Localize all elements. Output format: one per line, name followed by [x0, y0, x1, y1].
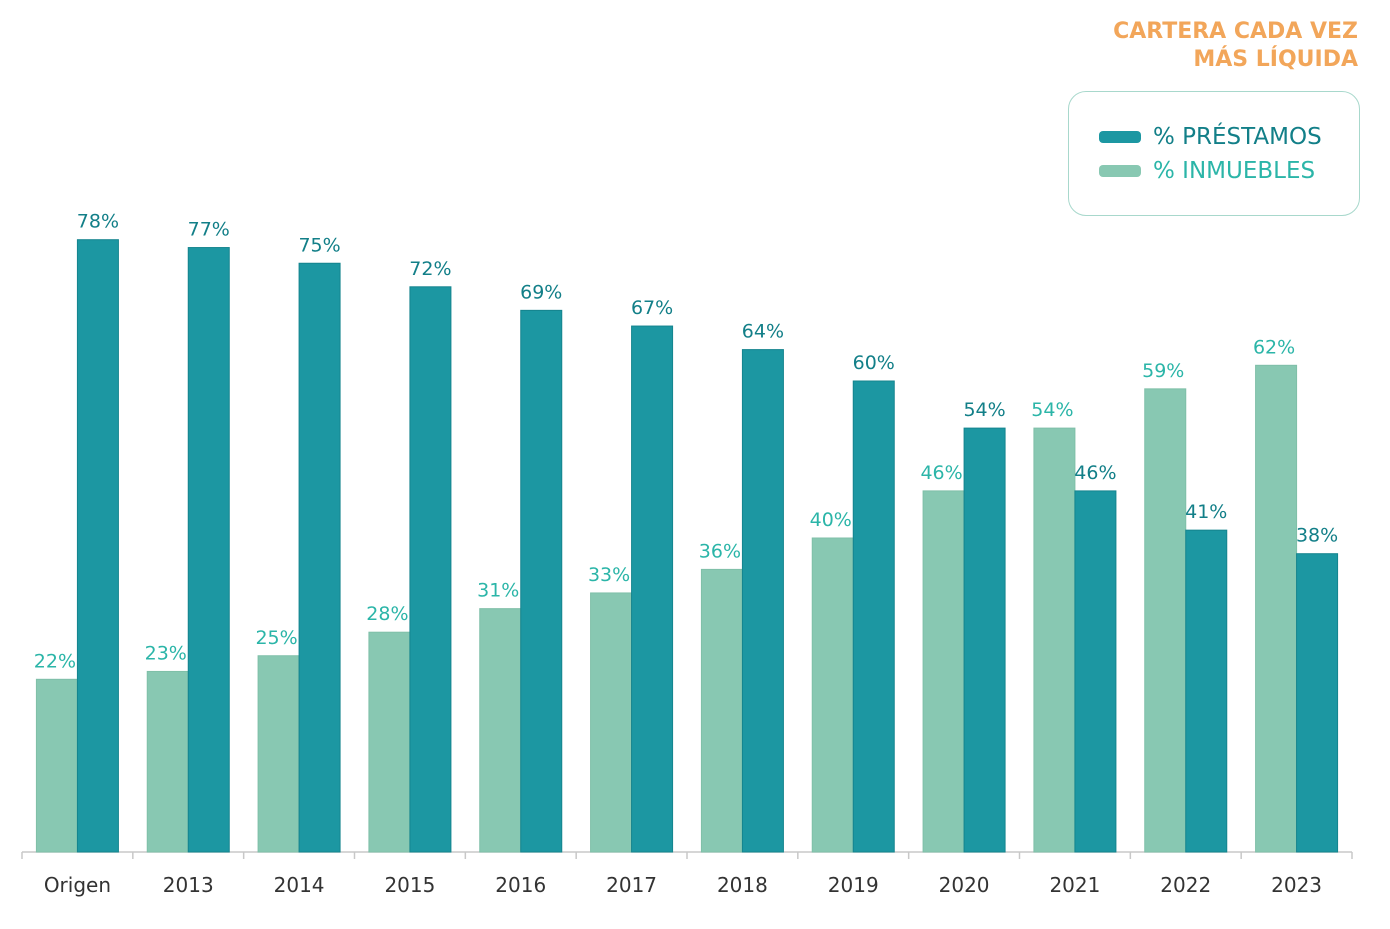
bar-prestamos-2014: [298, 262, 341, 853]
data-label-inmuebles-2014: 25%: [255, 627, 297, 649]
x-tick-label-2022: 2022: [1160, 873, 1211, 897]
x-tick-label-2023: 2023: [1271, 873, 1322, 897]
bar-prestamos-2017: [631, 325, 674, 853]
x-tick-label-2015: 2015: [384, 873, 435, 897]
bar-prestamos-origen: [76, 239, 119, 853]
bar-prestamos-2022: [1185, 529, 1228, 853]
data-label-inmuebles-2016: 31%: [477, 580, 519, 602]
bar-inmuebles-2014: [257, 655, 300, 853]
bar-inmuebles-2020: [922, 490, 965, 853]
data-label-inmuebles-2015: 28%: [366, 603, 408, 625]
data-label-inmuebles-2019: 40%: [810, 509, 852, 531]
x-tick-label-2017: 2017: [606, 873, 657, 897]
data-label-prestamos-2015: 72%: [409, 258, 451, 280]
data-label-inmuebles-2018: 36%: [699, 540, 741, 562]
data-label-inmuebles-origen: 22%: [34, 650, 76, 672]
legend-swatch-inmuebles: [1099, 165, 1141, 177]
legend-item-inmuebles: % INMUEBLES: [1099, 158, 1315, 184]
data-label-inmuebles-2022: 59%: [1142, 360, 1184, 382]
data-label-prestamos-2018: 64%: [742, 321, 784, 343]
bar-prestamos-2020: [963, 427, 1006, 853]
bar-prestamos-2019: [852, 380, 895, 853]
chart-title-line-2: MÁS LÍQUIDA: [1193, 47, 1358, 72]
x-tick-label-origen: Origen: [44, 873, 111, 897]
data-label-prestamos-2014: 75%: [298, 234, 340, 256]
data-label-prestamos-2019: 60%: [853, 352, 895, 374]
x-tick-label-2018: 2018: [717, 873, 768, 897]
data-label-prestamos-origen: 78%: [77, 211, 119, 233]
x-tick-label-2013: 2013: [163, 873, 214, 897]
data-label-inmuebles-2013: 23%: [145, 642, 187, 664]
data-label-prestamos-2017: 67%: [631, 297, 673, 319]
bar-inmuebles-2019: [811, 537, 854, 853]
data-label-prestamos-2013: 77%: [188, 219, 230, 241]
chart-title-line-1: CARTERA CADA VEZ: [1113, 19, 1358, 44]
x-tick-label-2014: 2014: [274, 873, 325, 897]
legend-swatch-prestamos: [1099, 131, 1141, 143]
legend-label-inmuebles: % INMUEBLES: [1153, 158, 1316, 184]
bar-prestamos-2013: [187, 247, 230, 853]
bar-inmuebles-2018: [700, 568, 743, 853]
data-label-inmuebles-2023: 62%: [1253, 336, 1295, 358]
bar-inmuebles-2013: [146, 670, 189, 853]
bar-inmuebles-2022: [1144, 388, 1187, 853]
data-label-prestamos-2016: 69%: [520, 281, 562, 303]
data-label-inmuebles-2021: 54%: [1031, 399, 1073, 421]
data-label-inmuebles-2020: 46%: [920, 462, 962, 484]
data-label-prestamos-2020: 54%: [963, 399, 1005, 421]
x-tick-label-2016: 2016: [495, 873, 546, 897]
bar-inmuebles-origen: [35, 678, 78, 853]
x-tick-label-2021: 2021: [1049, 873, 1100, 897]
bar-prestamos-2023: [1296, 553, 1339, 853]
x-tick-label-2019: 2019: [828, 873, 879, 897]
chart-title: CARTERA CADA VEZ MÁS LÍQUIDA: [1113, 18, 1358, 74]
data-label-prestamos-2022: 41%: [1185, 501, 1227, 523]
bar-inmuebles-2016: [479, 608, 522, 853]
bar-prestamos-2021: [1074, 490, 1117, 853]
data-label-prestamos-2023: 38%: [1296, 525, 1338, 547]
bar-inmuebles-2023: [1255, 364, 1298, 853]
bar-prestamos-2018: [741, 349, 784, 853]
data-label-prestamos-2021: 46%: [1074, 462, 1116, 484]
chart-legend: % PRÉSTAMOS % INMUEBLES: [1068, 91, 1360, 216]
legend-label-prestamos: % PRÉSTAMOS: [1153, 124, 1322, 150]
bar-inmuebles-2021: [1033, 427, 1076, 853]
legend-item-prestamos: % PRÉSTAMOS: [1099, 124, 1322, 150]
bar-inmuebles-2017: [590, 592, 633, 853]
bar-prestamos-2015: [409, 286, 452, 853]
data-label-inmuebles-2017: 33%: [588, 564, 630, 586]
bar-inmuebles-2015: [368, 631, 411, 853]
bar-prestamos-2016: [520, 309, 563, 853]
x-tick-label-2020: 2020: [939, 873, 990, 897]
